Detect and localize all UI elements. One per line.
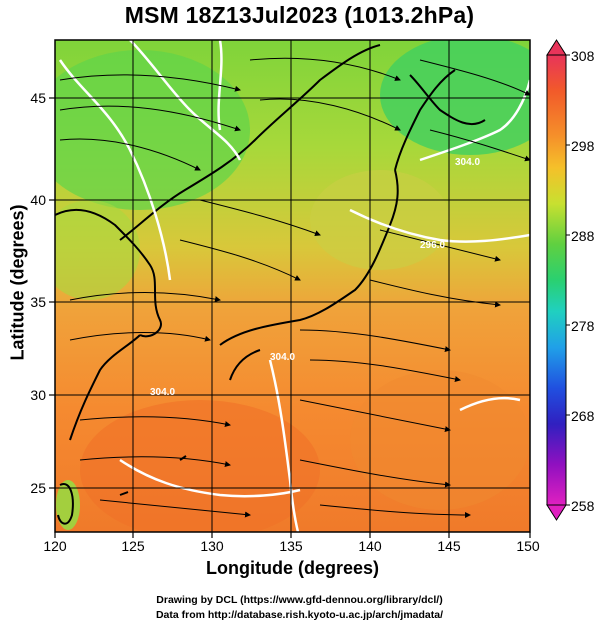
y-tick-label: 40 xyxy=(30,192,46,208)
x-tick-label: 125 xyxy=(121,538,145,554)
wind-streamlines xyxy=(59,57,530,518)
contour-label: 304.0 xyxy=(270,352,295,363)
colorbar-label: 288 xyxy=(571,228,595,244)
contour-label: 304.0 xyxy=(455,157,480,168)
plot-frame xyxy=(54,39,531,533)
colorbar-label: 278 xyxy=(571,318,595,334)
x-tick-label: 145 xyxy=(437,538,461,554)
x-tick-label: 130 xyxy=(200,538,224,554)
contour-labels: 304.0 304.0 304.0 296.0 xyxy=(150,157,480,398)
x-tick-label: 140 xyxy=(358,538,382,554)
y-tick-label: 25 xyxy=(30,480,46,496)
axis-ticks xyxy=(49,97,531,538)
map-title: MSM 18Z13Jul2023 (1013.2hPa) xyxy=(124,2,475,28)
y-axis-label: Latitude (degrees) xyxy=(7,204,28,361)
colorbar-bottom-arrow xyxy=(546,504,567,521)
temperature-field: 304.0 304.0 304.0 296.0 xyxy=(55,40,530,532)
isotherm-contours xyxy=(58,40,530,532)
y-tick-label: 35 xyxy=(30,294,46,310)
coastlines xyxy=(55,44,486,525)
x-tick-label: 120 xyxy=(43,538,67,554)
x-axis-label: Longitude (degrees) xyxy=(205,558,379,578)
grid-lines xyxy=(55,40,530,532)
contour-label: 304.0 xyxy=(150,387,175,398)
credit-data: Data from http://database.rish.kyoto-u.a… xyxy=(155,609,444,621)
x-tick-label: 150 xyxy=(516,538,540,554)
colorbar-label: 268 xyxy=(571,408,595,424)
credit-drawing: Drawing by DCL (https://www.gfd-dennou.o… xyxy=(156,594,443,606)
x-tick-label: 135 xyxy=(279,538,303,554)
colorbar-label: 258 xyxy=(571,498,595,514)
colorbar-top-arrow xyxy=(546,39,567,56)
colorbar: 308 298 288 278 268 258 xyxy=(546,39,595,521)
colorbar-label: 308 xyxy=(571,48,595,64)
y-tick-label: 30 xyxy=(30,387,46,403)
y-tick-label: 45 xyxy=(30,90,46,106)
colorbar-label: 298 xyxy=(571,138,595,154)
contour-label: 296.0 xyxy=(420,240,445,251)
